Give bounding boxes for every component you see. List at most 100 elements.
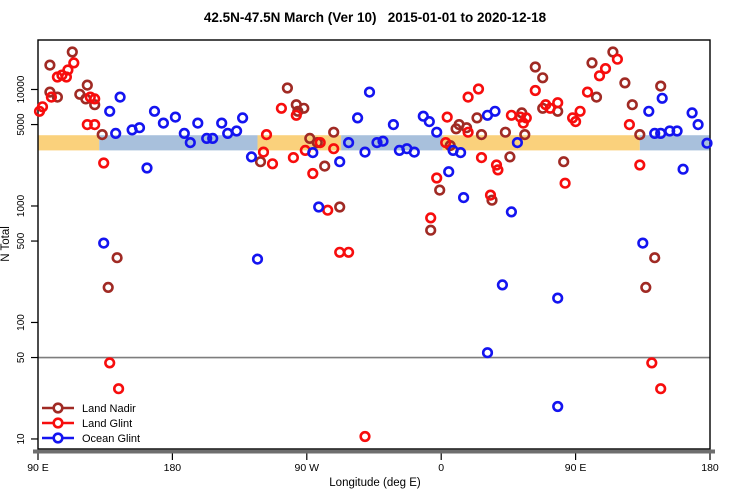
data-point <box>33 105 46 117</box>
data-point <box>237 112 249 124</box>
legend-marker-swatch <box>52 402 64 414</box>
data-point <box>640 281 652 294</box>
data-point <box>313 201 325 213</box>
data-point <box>60 71 73 83</box>
y-tick-label: 1000 <box>16 194 27 217</box>
legend-label: Ocean Glint <box>82 433 140 445</box>
data-point <box>443 166 455 178</box>
data-point <box>148 105 161 117</box>
data-point <box>98 237 110 249</box>
data-point <box>455 147 467 159</box>
legend-item: Land Glint <box>42 417 132 430</box>
data-point <box>343 137 355 149</box>
data-point <box>649 127 661 139</box>
data-point <box>643 105 655 117</box>
series-land-glint <box>33 53 667 443</box>
data-point <box>552 97 564 109</box>
data-point <box>441 111 453 123</box>
data-point <box>114 91 126 103</box>
data-point <box>496 279 509 291</box>
data-point <box>314 137 326 149</box>
data-point <box>590 91 603 103</box>
plot-frame <box>37 39 711 450</box>
data-point <box>141 162 153 174</box>
data-point <box>260 129 273 141</box>
data-point <box>692 118 704 131</box>
data-point <box>472 83 485 95</box>
x-tick-label: 90 E <box>565 462 587 474</box>
data-point <box>334 246 346 258</box>
data-point <box>110 127 122 139</box>
legend-item: Ocean Glint <box>42 432 140 445</box>
data-point <box>111 252 123 264</box>
legend-item: Land Nadir <box>42 402 136 415</box>
data-point <box>290 109 302 121</box>
data-point <box>499 126 512 138</box>
y-tick-label: 50 <box>16 352 27 364</box>
data-point <box>184 137 196 149</box>
data-point <box>634 129 646 141</box>
data-point <box>655 127 667 139</box>
data-point <box>599 62 612 75</box>
data-point <box>44 59 56 71</box>
data-point <box>431 126 443 138</box>
data-point <box>656 92 668 104</box>
data-point <box>319 160 331 172</box>
data-point <box>423 115 435 128</box>
data-point <box>671 125 683 137</box>
data-point <box>686 107 698 119</box>
land-coverage-band-segment <box>442 135 640 151</box>
data-point <box>417 110 429 122</box>
data-point <box>89 93 101 105</box>
data-point <box>434 184 446 196</box>
data-point <box>677 163 689 175</box>
data-point <box>104 357 116 369</box>
data-point <box>352 112 364 124</box>
data-point <box>490 159 503 171</box>
data-point <box>169 111 181 123</box>
data-point <box>44 86 56 98</box>
data-point <box>96 129 108 141</box>
data-point <box>408 146 420 158</box>
data-point <box>201 132 213 144</box>
data-point <box>492 164 504 176</box>
data-point <box>520 112 532 124</box>
data-point <box>334 201 346 213</box>
data-point <box>537 72 549 84</box>
data-point <box>231 125 243 137</box>
series-land-nadir <box>44 46 667 294</box>
data-point <box>489 105 501 117</box>
ocean-coverage-band-segment <box>341 135 443 151</box>
data-point <box>552 292 564 304</box>
data-point <box>307 167 319 180</box>
data-point <box>471 112 483 124</box>
y-tick-label: 5000 <box>16 113 27 136</box>
chart-title: 42.5N-47.5N March (Ver 10) 2015-01-01 to… <box>203 10 547 25</box>
data-point <box>359 430 371 443</box>
data-point <box>619 77 631 89</box>
data-point <box>649 252 661 264</box>
data-point <box>307 147 319 159</box>
data-point <box>646 357 658 369</box>
data-point <box>216 117 228 129</box>
data-point <box>287 152 300 164</box>
data-point <box>251 253 264 265</box>
data-point <box>81 79 93 91</box>
data-point <box>458 192 470 204</box>
data-point <box>505 206 518 218</box>
data-point <box>569 115 582 128</box>
data-point <box>505 109 518 121</box>
ocean-coverage-band-segment <box>99 135 258 151</box>
data-point <box>133 122 146 134</box>
data-point <box>450 123 462 135</box>
data-point <box>558 156 570 168</box>
data-point <box>257 146 270 158</box>
data-point <box>425 224 437 236</box>
data-point <box>328 143 340 155</box>
data-point <box>266 158 279 170</box>
data-point <box>371 137 383 149</box>
land-coverage-band-segment <box>38 135 100 151</box>
data-point <box>462 91 474 103</box>
